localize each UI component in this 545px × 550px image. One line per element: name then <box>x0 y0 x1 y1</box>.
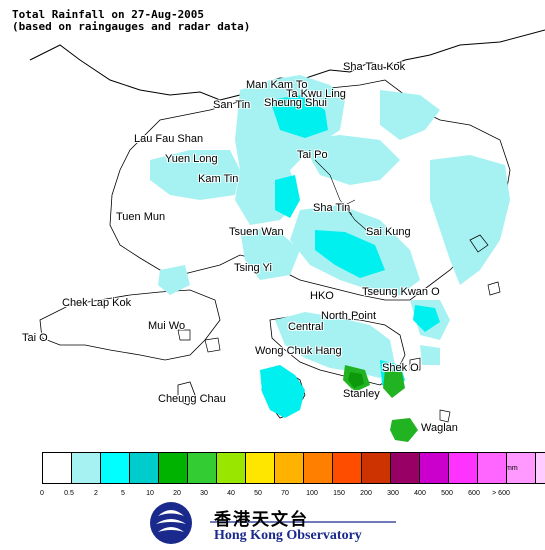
legend-swatch <box>245 452 274 484</box>
place-label: San Tin <box>213 99 251 111</box>
legend-tick-label: 40 <box>227 490 235 497</box>
place-label: North Point <box>321 310 377 322</box>
legend-tick-label: 500 <box>441 490 453 497</box>
place-label: Man Kam To <box>246 79 308 91</box>
small-islands <box>177 234 501 423</box>
legend-tick-label: 2 <box>94 490 98 497</box>
legend-tick-label: 100 <box>306 490 318 497</box>
legend-swatch <box>448 452 477 484</box>
place-label: Lau Fau Shan <box>134 133 204 145</box>
place-label: Shek O <box>382 362 419 374</box>
legend-tick-label: 10 <box>146 490 154 497</box>
place-label: HKO <box>310 290 334 302</box>
place-label: Sheung Shui <box>264 97 327 109</box>
logo-chinese: 香港天文台 <box>214 510 309 530</box>
place-label: Yuen Long <box>165 153 218 165</box>
legend-tick-label: 0.5 <box>64 490 74 497</box>
legend-swatch <box>390 452 419 484</box>
logo-english: Hong Kong Observatory <box>214 528 362 543</box>
place-label: Chek Lap Kok <box>62 297 132 309</box>
place-label: Kam Tin <box>198 173 239 185</box>
legend-swatch <box>100 452 129 484</box>
place-label: Sha Tau Kok <box>343 61 406 73</box>
legend-swatch <box>187 452 216 484</box>
legend-swatch <box>129 452 158 484</box>
place-label: Sha Tin <box>313 202 351 214</box>
legend-swatch <box>216 452 245 484</box>
legend-tick-label: 70 <box>281 490 289 497</box>
rain-20-30mm <box>348 372 364 388</box>
place-label: Central <box>288 321 324 333</box>
place-label: Cheung Chau <box>158 393 226 405</box>
place-label: Tseung Kwan O <box>362 286 440 298</box>
legend-swatch <box>361 452 390 484</box>
legend-tick-label: 20 <box>173 490 181 497</box>
legend-swatch <box>332 452 361 484</box>
legend-unit: mm <box>506 465 518 472</box>
place-label: Waglan <box>421 422 458 434</box>
legend-tick-label: 600 <box>468 490 480 497</box>
place-label: Ta Kwu Ling <box>286 88 346 100</box>
title-line-2: (based on raingauges and radar data) <box>12 20 251 33</box>
legend-swatch <box>506 452 535 484</box>
legend-tick-label: 400 <box>414 490 426 497</box>
map-title: Total Rainfall on 27-Aug-2005 (based on … <box>12 9 250 33</box>
place-label: Tai O <box>22 332 48 344</box>
legend-tick-label: 0 <box>40 490 44 497</box>
legend-swatch <box>42 452 71 484</box>
legend-swatch <box>419 452 448 484</box>
legend-tick-label: > 600 <box>492 490 510 497</box>
place-label: Tsuen Wan <box>229 226 284 238</box>
rainfall-legend <box>42 452 545 484</box>
title-line-1: Total Rainfall on 27-Aug-2005 <box>12 8 205 21</box>
legend-swatch <box>158 452 187 484</box>
legend-tick-label: 300 <box>387 490 399 497</box>
hko-emblem-icon <box>150 502 192 544</box>
legend-swatch <box>477 452 506 484</box>
legend-swatch <box>274 452 303 484</box>
place-label: Tuen Mun <box>116 211 166 223</box>
cheung-chau <box>177 381 196 406</box>
place-label: Mui Wo <box>148 320 186 332</box>
place-label: Stanley <box>343 388 380 400</box>
place-label: Tsing Yi <box>234 262 272 274</box>
legend-tick-label: 50 <box>254 490 262 497</box>
legend-tick-label: 5 <box>121 490 125 497</box>
hko-logo <box>150 502 396 544</box>
legend-tick-label: 150 <box>333 490 345 497</box>
legend-swatch <box>303 452 332 484</box>
rainfall-map <box>29 29 545 442</box>
legend-swatch <box>71 452 100 484</box>
mainland-coastline <box>29 29 545 101</box>
legend-tick-label: 200 <box>360 490 372 497</box>
place-label: Sai Kung <box>366 226 411 238</box>
district-boundaries <box>314 159 373 236</box>
place-label: Tai Po <box>297 149 328 161</box>
legend-tick-label: 30 <box>200 490 208 497</box>
legend-swatch <box>535 452 545 484</box>
place-label: Wong Chuk Hang <box>255 345 342 357</box>
